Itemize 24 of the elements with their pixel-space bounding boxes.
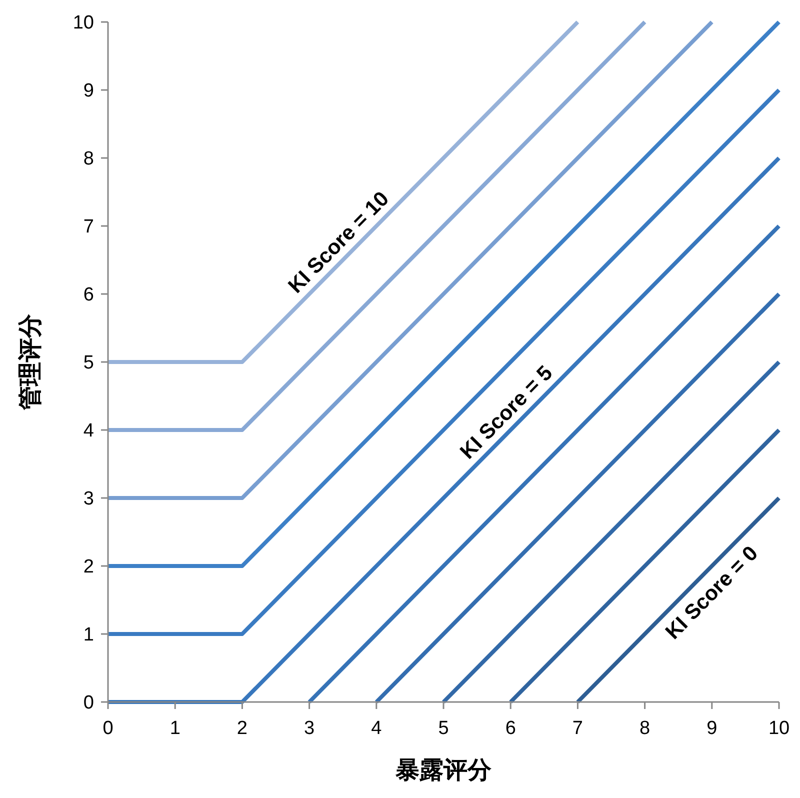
x-tick-label: 9 xyxy=(706,718,718,739)
y-tick-label: 10 xyxy=(72,12,94,34)
x-tick-label: 3 xyxy=(304,718,315,739)
y-tick-label: 2 xyxy=(83,556,94,578)
x-tick-label: 6 xyxy=(505,718,516,739)
y-tick-label: 3 xyxy=(83,488,94,510)
x-tick-label: 10 xyxy=(768,718,790,739)
x-axis-title: 暴露评分 xyxy=(394,757,492,784)
x-tick-label: 2 xyxy=(236,718,248,739)
x-tick-label: 1 xyxy=(170,718,180,739)
x-tick-label: 4 xyxy=(371,718,382,739)
x-tick-label: 7 xyxy=(572,718,583,739)
x-tick-label: 8 xyxy=(640,718,650,739)
y-axis-title: 管理评分 xyxy=(17,313,44,411)
y-tick-label: 1 xyxy=(83,624,94,646)
y-tick-label: 6 xyxy=(83,284,94,306)
y-tick-label: 5 xyxy=(83,352,94,374)
x-tick-label: 5 xyxy=(438,718,449,739)
y-tick-label: 7 xyxy=(83,216,94,238)
y-tick-label: 4 xyxy=(83,420,94,442)
y-tick-label: 8 xyxy=(83,148,94,170)
y-tick-label: 9 xyxy=(83,80,94,102)
x-tick-label: 0 xyxy=(102,718,114,739)
y-tick-label: 0 xyxy=(83,692,94,714)
